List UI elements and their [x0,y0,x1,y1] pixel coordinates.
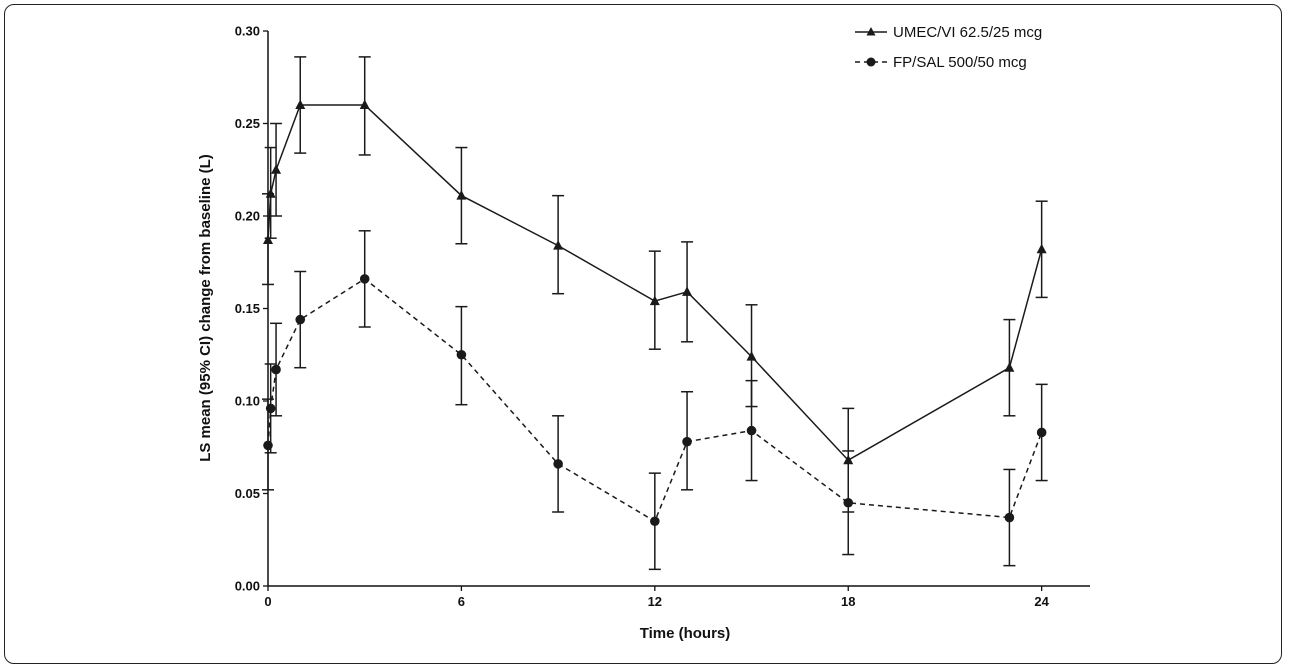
data-point-circle [271,364,281,375]
y-tick-label: 0.00 [235,579,260,594]
data-point-triangle [456,190,467,200]
series-layer [262,56,1048,571]
y-tick-label: 0.10 [235,394,260,409]
data-point-circle [843,497,854,508]
data-point-triangle [1036,243,1047,254]
y-axis-title: LS mean (95% CI) change from baseline (L… [197,154,214,462]
legend-triangle-marker [866,27,876,36]
data-point-circle [265,403,276,414]
data-point-circle [553,459,563,469]
data-point-triangle [649,295,660,306]
y-tick-label: 0.05 [235,486,260,501]
data-point-triangle [295,99,306,109]
y-tick-label: 0.15 [235,301,260,316]
legend-circle-marker [866,57,876,67]
x-tick-label: 6 [458,594,465,609]
axes: 0.00 0.05 0.10 0.15 0.20 0.25 0.30 0 6 12 18 24 [235,24,1090,609]
line-chart: 0.00 0.05 0.10 0.15 0.20 0.25 0.30 0 6 12 18 24 Tim… [197,24,1090,642]
y-tick-label: 0.25 [235,116,260,131]
data-point-triangle [1004,362,1015,372]
series-fp-sal [262,230,1048,571]
x-tick-label: 0 [264,594,271,609]
series-umec-vi [262,56,1048,513]
data-point-circle [1036,427,1047,438]
x-tick-label: 12 [648,594,662,609]
data-point-triangle [265,188,276,198]
data-point-circle [1004,512,1015,523]
data-point-circle [263,440,273,451]
data-point-triangle [359,99,370,109]
data-point-triangle [746,351,757,361]
data-point-triangle [682,286,693,296]
data-point-circle [682,436,692,447]
legend-label-fpsal: FP/SAL 500/50 mcg [893,54,1027,71]
x-tick-label: 18 [841,594,855,609]
y-tick-label: 0.20 [235,209,260,224]
data-point-triangle [553,240,564,250]
x-tick-label: 24 [1034,594,1049,609]
legend: UMEC/VI 62.5/25 mcg FP/SAL 500/50 mcg [855,24,1042,71]
data-point-triangle [263,234,273,245]
data-point-circle [456,349,467,360]
data-point-triangle [271,164,282,174]
data-point-circle [295,314,306,325]
data-point-circle [359,274,370,284]
data-point-circle [650,516,660,527]
x-axis-title: Time (hours) [640,625,731,642]
y-tick-label: 0.30 [235,24,260,39]
legend-label-umec: UMEC/VI 62.5/25 mcg [893,24,1042,41]
data-point-circle [746,425,757,436]
